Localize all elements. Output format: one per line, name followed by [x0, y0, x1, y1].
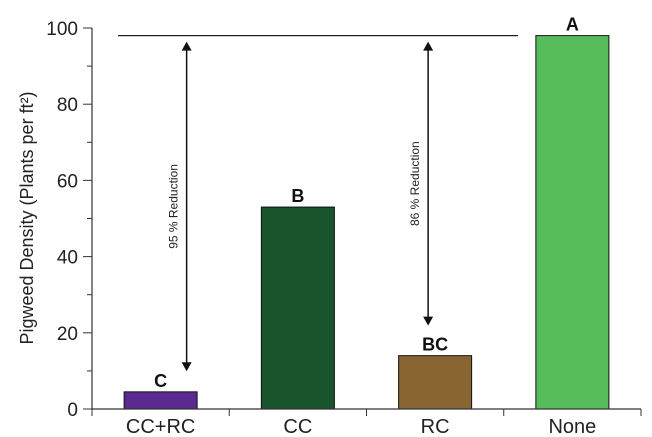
bar-cc: [260, 206, 335, 410]
reduction-annotations: 95 % Reduction 86 % Reduction: [167, 41, 434, 372]
y-tick-label: 0: [67, 400, 78, 421]
x-tick-label: RC: [421, 416, 450, 437]
significance-letter: BC: [422, 335, 448, 355]
y-tick-label: 40: [57, 248, 78, 269]
arrow-head: [423, 316, 434, 326]
x-tick-label: CC: [283, 416, 312, 437]
y-tick-label: 60: [57, 171, 78, 192]
y-tick-label: 20: [57, 324, 78, 345]
y-tick-label: 80: [57, 95, 78, 116]
y-axis-label: Pigweed Density (Plants per ft²): [17, 91, 37, 344]
arrow-head: [181, 362, 192, 372]
significance-letter: C: [154, 371, 167, 391]
y-tick-label: 100: [46, 19, 78, 40]
x-tick-label: None: [548, 416, 596, 437]
bar-none: [535, 35, 610, 410]
significance-letter: B: [291, 186, 304, 206]
x-tick-label: CC+RC: [126, 416, 195, 437]
axes: [91, 28, 642, 416]
reduction-label: 95 % Reduction: [167, 164, 181, 249]
reduction-label: 86 % Reduction: [408, 141, 422, 226]
x-axis-labels: CC+RC CC RC None: [126, 416, 596, 437]
y-axis-ticks: 0 20 40 60 80 100: [46, 19, 92, 421]
bars: [123, 35, 610, 410]
bar-rc: [398, 355, 473, 410]
arrow-head: [423, 41, 434, 51]
arrow-head: [181, 41, 192, 51]
significance-letter: A: [566, 15, 579, 35]
bar-cc-rc: [123, 391, 198, 410]
significance-letters: C B BC A: [154, 15, 579, 391]
